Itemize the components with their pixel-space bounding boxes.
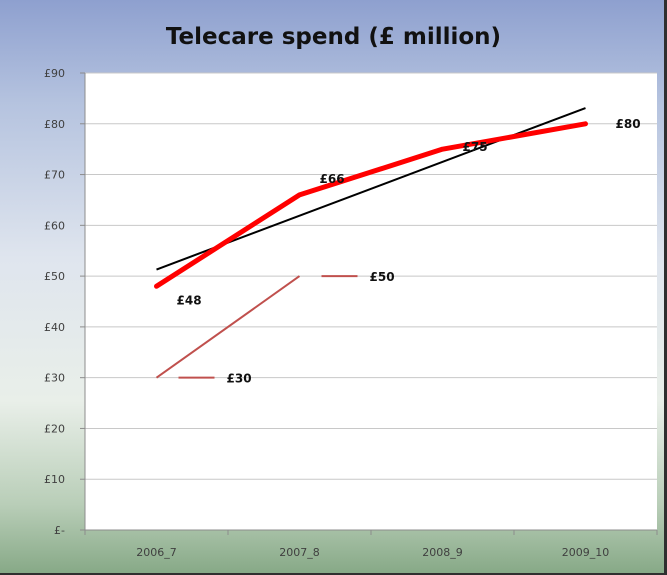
y-tick-label: £30	[44, 372, 65, 385]
y-tick-label: £70	[44, 169, 65, 182]
y-tick-label: £50	[44, 270, 65, 283]
x-tick-label: 2009_10	[562, 546, 610, 559]
x-tick-label: 2007_8	[279, 546, 320, 559]
x-axis-ticks: 2006_7 2007_8 2008_9 2009_10	[84, 530, 658, 559]
series-1-data-label: £80	[616, 117, 641, 131]
y-tick-label: £90	[44, 67, 65, 80]
series-1-data-label: £66	[320, 172, 345, 186]
y-axis-ticks: £- £10 £20 £30 £40 £50 £60 £70 £80 £90	[44, 67, 85, 537]
y-tick-label: £40	[44, 321, 65, 334]
data-labels: £30 £50 £48 £66 £75 £80	[177, 117, 641, 386]
chart-title: Telecare spend (£ million)	[165, 24, 502, 50]
y-tick-label: £-	[54, 524, 65, 537]
series-1-data-label: £75	[463, 140, 488, 154]
x-tick-label: 2006_7	[136, 546, 177, 559]
series-2-data-label: £50	[370, 270, 395, 284]
plot-area	[85, 73, 657, 530]
y-tick-label: £10	[44, 473, 65, 486]
y-tick-label: £60	[44, 219, 65, 232]
y-tick-label: £20	[44, 422, 65, 435]
series-1-line	[154, 121, 588, 289]
series-lines	[154, 107, 588, 379]
series-1-data-label: £48	[177, 293, 202, 307]
y-tick-label: £80	[44, 118, 65, 131]
series-2-line	[155, 275, 301, 379]
x-tick-label: 2008_9	[422, 546, 463, 559]
series-2-data-label: £30	[227, 372, 252, 386]
